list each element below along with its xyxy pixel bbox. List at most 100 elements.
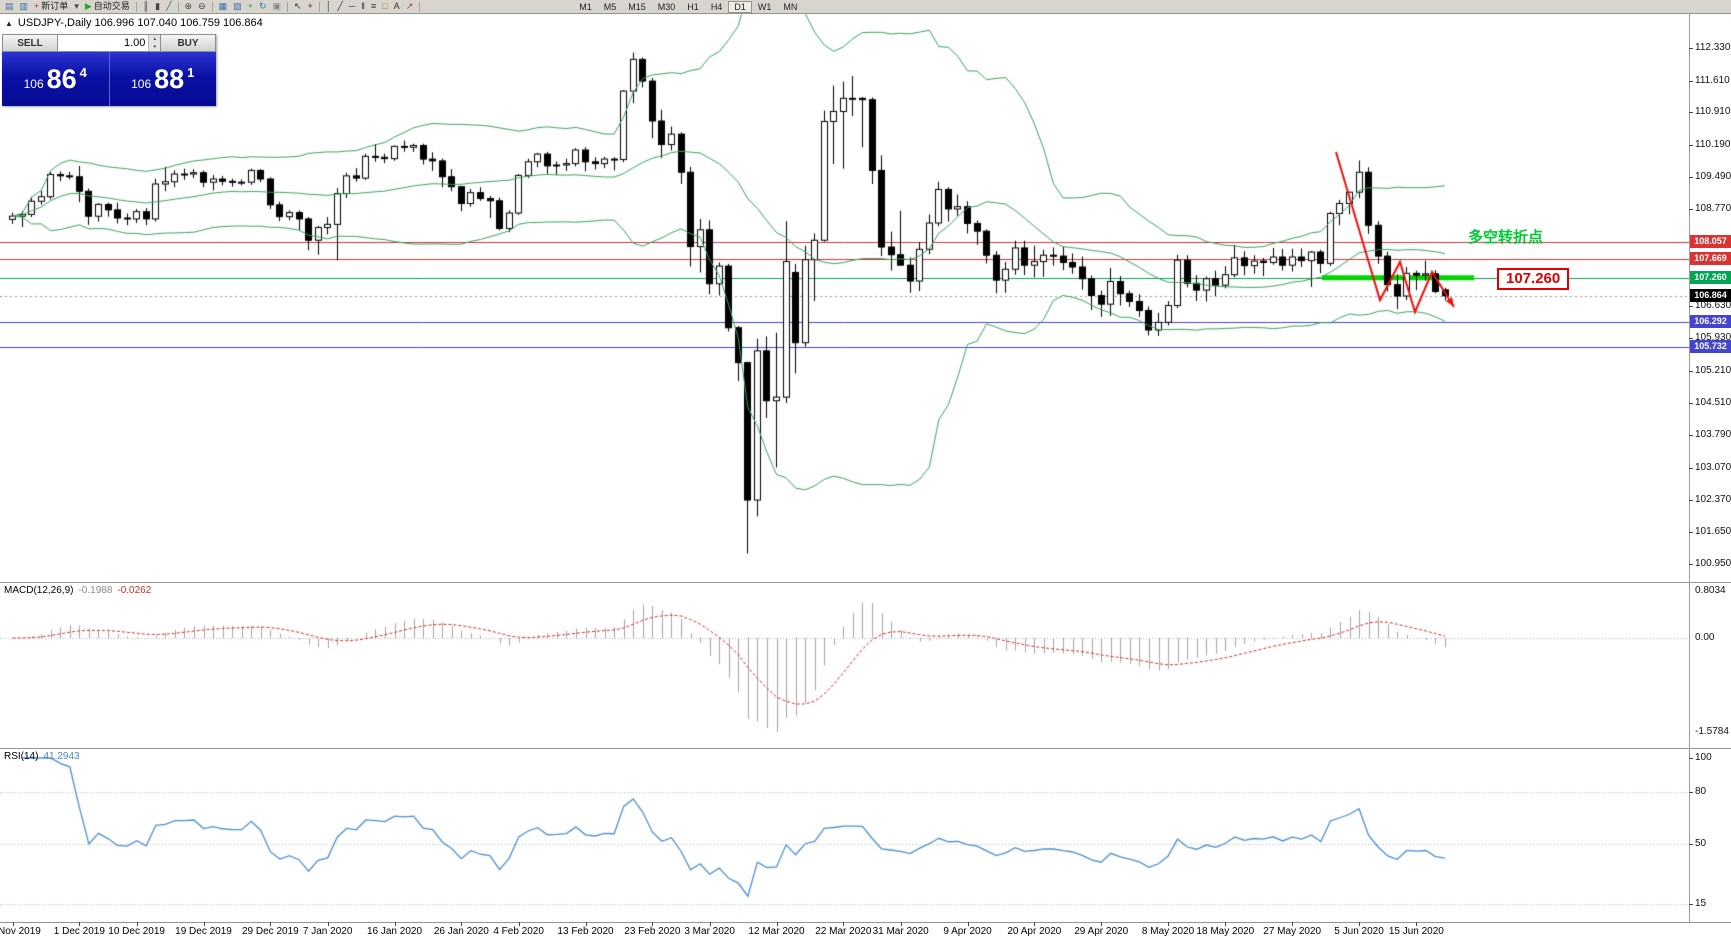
chart-window-icon[interactable]: ▤ — [2, 0, 17, 13]
profiles-icon[interactable]: ▥ — [17, 0, 32, 13]
macd-canvas[interactable] — [0, 583, 1689, 748]
main-chart-canvas[interactable] — [0, 14, 1689, 582]
toolbar-separator — [318, 1, 320, 12]
line-chart-icon: ╱ — [166, 1, 172, 11]
new-order-dropdown-icon: ▾ — [74, 1, 79, 11]
sell-button[interactable]: SELL — [2, 34, 58, 52]
channel-icon[interactable]: ‖ — [358, 0, 368, 13]
timeframe-m1[interactable]: M1 — [573, 1, 598, 13]
timeframe-d1[interactable]: D1 — [728, 0, 752, 13]
date-axis-tick — [1101, 922, 1102, 926]
new-order-button-label: 新订单 — [41, 1, 69, 11]
price-axis-label: 102.370 — [1695, 493, 1731, 505]
price-level-badge: 106.292 — [1690, 314, 1731, 328]
new-order-dropdown-icon[interactable]: ▾ — [71, 0, 82, 13]
date-axis-tick — [328, 922, 329, 926]
trendline-icon[interactable]: ╱ — [334, 0, 345, 13]
date-axis-tick — [1359, 922, 1360, 926]
auto-trading-button[interactable]: ▶ 自动交易 — [82, 0, 133, 13]
price-level-badge: 105.732 — [1690, 340, 1731, 354]
templates-icon: ▣ — [272, 1, 281, 11]
templates-icon[interactable]: ▣ — [269, 0, 284, 13]
sell-price-big: 86 — [46, 63, 77, 94]
price-axis-label: 100.950 — [1695, 557, 1731, 569]
buy-button[interactable]: BUY — [160, 34, 216, 52]
date-axis-label: 15 Jun 2020 — [1388, 926, 1444, 937]
timeframe-h1[interactable]: H1 — [681, 1, 705, 13]
crosshair-icon[interactable]: + — [305, 0, 316, 13]
toolbar-separator — [287, 1, 288, 12]
candlestick-chart-icon[interactable]: ▮ — [152, 0, 163, 13]
toolbar-separator — [419, 1, 421, 12]
timeframe-m15[interactable]: M15 — [622, 1, 652, 13]
macd-header: MACD(12,26,9) -0.1988 -0.0262 — [4, 585, 151, 596]
buy-price-big: 88 — [154, 63, 185, 94]
cursor-icon: ↖ — [294, 1, 302, 11]
bar-chart-icon[interactable]: ║ — [140, 0, 152, 13]
price-axis-tick — [1689, 81, 1693, 82]
rsi-value: 41.2943 — [43, 751, 80, 762]
date-axis-tick — [968, 922, 969, 926]
horizontal-line-icon[interactable]: ─ — [346, 0, 358, 13]
rsi-header: RSI(14) 41.2943 — [4, 751, 80, 762]
macd-name: MACD(12,26,9) — [4, 585, 74, 596]
rsi-scale-label: 100 — [1695, 752, 1712, 763]
price-axis-tick — [1689, 532, 1693, 533]
timeframe-w1[interactable]: W1 — [752, 1, 778, 13]
rsi-canvas[interactable] — [0, 749, 1689, 922]
sell-price-prefix: 106 — [23, 77, 44, 91]
zoom-out-icon: ⊖ — [198, 1, 206, 11]
fibonacci-icon[interactable]: ≡ — [368, 0, 379, 13]
price-axis-tick — [1689, 177, 1693, 178]
date-axis-label: 12 Mar 2020 — [748, 926, 805, 937]
price-axis-tick — [1689, 338, 1693, 339]
tile-windows-icon: ▦ — [218, 1, 228, 11]
timeframe-h4[interactable]: H4 — [705, 1, 729, 13]
cursor-icon[interactable]: ↖ — [291, 0, 305, 13]
date-axis-tick — [461, 922, 462, 926]
timeframe-m5[interactable]: M5 — [598, 1, 623, 13]
zoom-in-icon[interactable]: ⊕ — [182, 0, 196, 13]
shapes-icon[interactable]: □ — [379, 0, 390, 13]
chart-window-icon: ▤ — [5, 1, 14, 11]
macd-panel-separator[interactable] — [0, 582, 1731, 583]
line-chart-icon[interactable]: ╱ — [163, 0, 174, 13]
volume-input[interactable] — [58, 35, 149, 51]
rsi-scale-label: 80 — [1695, 786, 1707, 798]
text-icon[interactable]: A — [391, 0, 403, 13]
arrange-windows-icon: ▧ — [233, 1, 242, 11]
volume-down-icon[interactable]: ▾ — [149, 43, 160, 51]
sell-price[interactable]: 106 86 4 — [2, 52, 109, 106]
date-axis-label: 18 May 2020 — [1196, 926, 1255, 937]
macd-scale-bottom: -1.5784 — [1695, 726, 1729, 737]
buy-price[interactable]: 106 88 1 — [110, 52, 217, 106]
sell-price-pip: 4 — [79, 64, 87, 80]
zoom-out-icon[interactable]: ⊖ — [195, 0, 209, 13]
volume-stepper[interactable]: ▴ ▾ — [58, 34, 160, 52]
arrange-windows-icon[interactable]: ▧ — [230, 0, 245, 13]
candlestick-chart-icon: ▮ — [155, 1, 161, 11]
macd-signal-value: -0.0262 — [117, 585, 152, 596]
timeframe-m30[interactable]: M30 — [652, 1, 682, 13]
rsi-panel-separator[interactable] — [0, 748, 1731, 749]
date-axis-label: 7 Jan 2020 — [302, 926, 353, 937]
rsi-name: RSI(14) — [4, 751, 39, 762]
new-order-button[interactable]: + 新订单 — [31, 0, 71, 13]
buy-price-pip: 1 — [187, 64, 195, 80]
timeframe-mn[interactable]: MN — [777, 1, 803, 13]
date-axis-tick — [395, 922, 396, 926]
volume-up-icon[interactable]: ▴ — [149, 35, 160, 43]
date-axis-label: 31 Mar 2020 — [872, 926, 929, 937]
date-axis-label: 13 Feb 2020 — [557, 926, 614, 937]
date-axis-tick — [137, 922, 138, 926]
add-indicator-icon[interactable]: + — [245, 0, 256, 13]
turning-point-annotation[interactable]: 多空转折点 — [1468, 229, 1544, 246]
price-axis-label: 104.510 — [1695, 396, 1731, 408]
vertical-line-icon[interactable]: │ — [323, 0, 335, 13]
arrow-tool-icon[interactable]: ↗ — [403, 0, 417, 13]
refresh-icon[interactable]: ↻ — [256, 0, 270, 13]
channel-icon: ‖ — [361, 1, 365, 11]
tile-windows-icon[interactable]: ▦ — [216, 0, 231, 13]
price-flag-annotation[interactable]: 107.260 — [1497, 268, 1570, 290]
date-axis-label: 3 Mar 2020 — [684, 926, 735, 937]
